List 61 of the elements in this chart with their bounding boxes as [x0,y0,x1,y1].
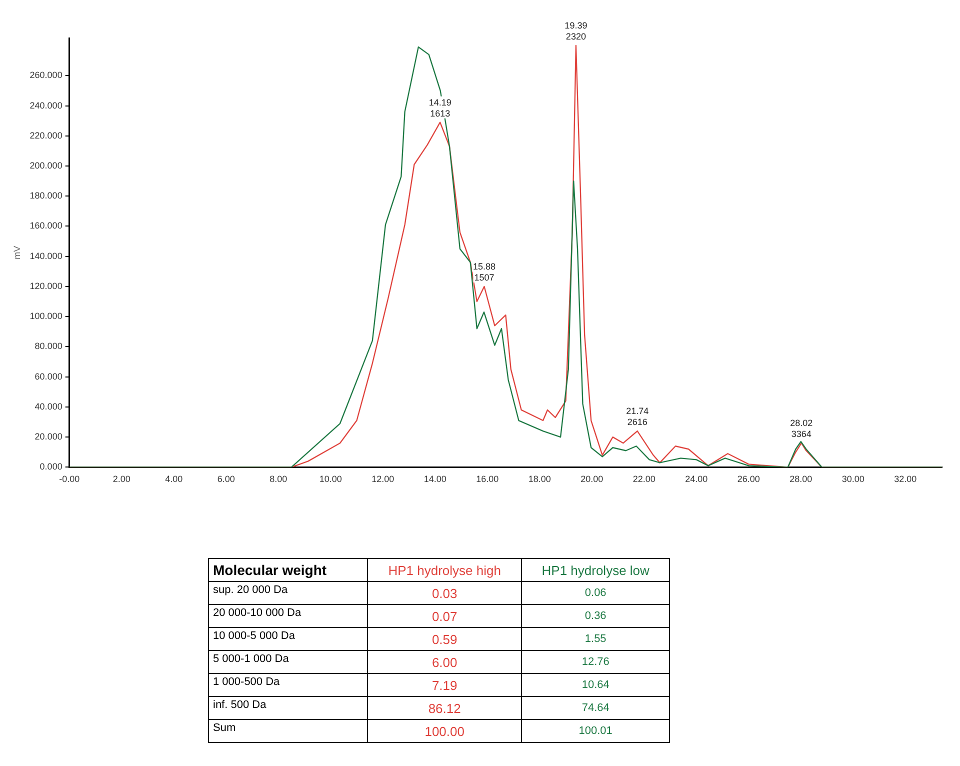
y-axis-title: mV [12,246,22,260]
x-tick-label: 6.00 [217,474,235,484]
y-tick-label: 260.000 [30,70,62,80]
data-label: 100.00 [368,720,522,742]
x-tick-label: 32.00 [894,474,917,484]
y-tick-label: 140.000 [30,250,62,261]
annotation: 21.74 2616 [626,406,649,428]
x-tick-label: 24.00 [685,474,708,484]
y-tick-label: 20.000 [34,432,62,442]
x-tick-label: 16.00 [476,474,499,484]
y-tick-label: 40.000 [34,401,62,412]
x-tick-label: 10.00 [319,474,342,484]
y-tick-label: 180.000 [30,190,62,201]
x-tick-label: 20.00 [580,474,604,484]
category-label: 1 000-500 Da [208,674,368,696]
category-label: 20 000-10 000 Da [208,604,368,628]
data-label: 1.55 [522,628,670,650]
category-label: sup. 20 000 Da [208,582,368,604]
data-label: 6.00 [368,650,522,674]
data-label: 0.07 [368,604,522,628]
y-tick-label: 160.000 [30,220,62,231]
data-label: 100.01 [522,720,670,742]
y-tick-label: 0.000 [40,462,62,472]
x-tick-label: 28.00 [790,474,812,484]
x-tick-label: 30.00 [842,474,864,484]
annotation: 28.02 3364 [790,418,813,440]
x-tick-label: 2.00 [112,474,130,484]
data-label: 12.76 [522,650,670,674]
category-label: 5 000-1 000 Da [208,650,368,674]
y-tick-label: 240.000 [30,100,62,110]
x-tick-label: 8.00 [270,474,288,484]
legend-label: HP1 hydrolyse high [368,558,522,582]
data-label: 74.64 [522,696,670,720]
annotation: 15.88 1507 [472,261,496,282]
y-tick-label: 200.000 [30,160,62,170]
text: Molecular weight [208,558,368,582]
data-label: 0.59 [368,628,522,650]
x-tick-label: 4.00 [165,474,183,484]
legend-label: HP1 hydrolyse low [522,558,670,582]
annotation: 14.19 1613 [428,97,452,118]
y-tick-label: 80.000 [34,341,62,352]
y-tick-label: 220.000 [30,130,62,140]
x-tick-label: 14.00 [424,474,446,484]
data-label: 7.19 [368,674,522,696]
data-label: 10.64 [522,674,670,696]
data-label: 0.06 [522,582,670,604]
y-tick-label: 100.000 [30,311,62,322]
category-label: 10 000-5 000 Da [208,628,368,650]
x-tick-label: -0.00 [59,474,80,484]
category-label: Sum [208,720,368,742]
x-tick-label: 22.00 [632,474,656,484]
x-tick-label: 18.00 [528,474,551,484]
category-label: inf. 500 Da [208,696,368,720]
data-label: 0.03 [368,582,522,604]
y-tick-label: 120.000 [30,280,62,291]
x-tick-label: 26.00 [737,474,760,484]
data-label: 86.12 [368,696,522,720]
data-label: 0.36 [522,604,670,628]
x-tick-label: 12.00 [372,474,394,484]
annotation: 19.39 2320 [564,20,588,42]
y-tick-label: 60.000 [34,371,62,382]
